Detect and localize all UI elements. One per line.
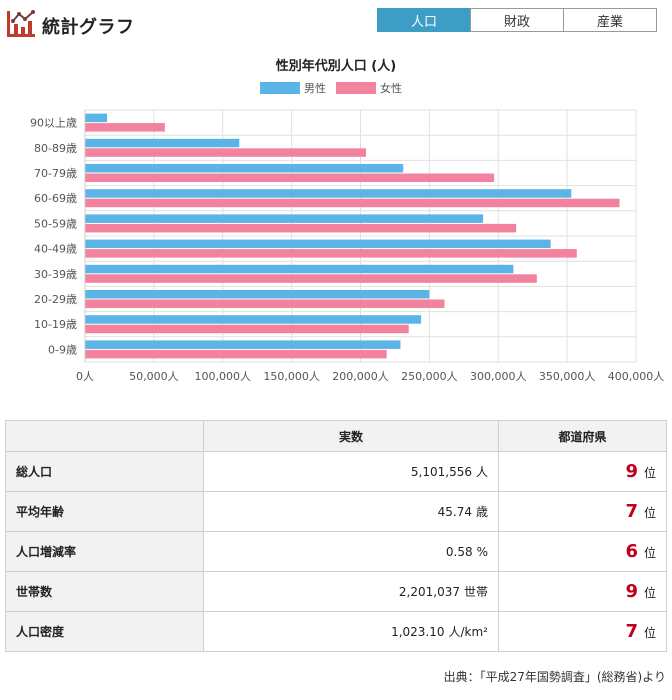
y-tick-label: 10-19歳 (34, 318, 77, 331)
bar-female (85, 173, 495, 182)
stats-row-value-cell: 5,101,556 人 (203, 451, 499, 492)
stats-header-row: 実数 都道府県 (5, 420, 667, 452)
stats-row-unit: 歳 (475, 505, 488, 519)
stats-row-unit: % (476, 544, 488, 559)
chart-logo-icon (7, 10, 35, 37)
stats-row-value: 5,101,556 (410, 465, 472, 479)
stats-row-value-cell: 2,201,037 世帯 (203, 571, 499, 612)
bar-female (85, 299, 445, 308)
source-note: 出典：「平成27年国勢調査」(総務省)より (443, 670, 666, 684)
x-tick-label: 250,000人 (401, 370, 458, 383)
legend-swatch-male (260, 82, 300, 94)
stats-row: 総人口 5,101,556 人 9 位 (5, 451, 667, 492)
x-tick-label: 200,000人 (332, 370, 389, 383)
app-title: 統計グラフ (42, 17, 135, 38)
stats-row-rank: 9 (625, 581, 638, 602)
x-tick-label: 150,000人 (263, 370, 320, 383)
y-tick-label: 30-39歳 (34, 268, 77, 281)
y-tick-label: 70-79歳 (34, 167, 77, 180)
stats-row: 人口密度 1,023.10 人/km² 7 位 (5, 611, 667, 652)
stats-row-value-cell: 0.58% (203, 531, 499, 572)
stats-row: 平均年齢 45.74 歳 7 位 (5, 491, 667, 532)
stats-table: 実数 都道府県 総人口 5,101,556 人 9 位平均年齢 45.74 歳 7 位人口増減率… (5, 420, 667, 652)
y-tick-label: 50-59歳 (34, 217, 77, 230)
stats-row-value: 2,201,037 (398, 585, 460, 599)
stats-row-unit: 人/km² (448, 625, 489, 639)
bar-female (85, 249, 577, 258)
bar-female (85, 324, 409, 334)
y-tick-label: 20-29歳 (34, 293, 77, 306)
stats-row-rank: 6 (625, 541, 638, 562)
tab-bar: 人口 財政 産業 (377, 8, 657, 32)
bar-male (85, 239, 551, 249)
bar-female (85, 223, 517, 233)
stats-row-value: 45.74 (437, 505, 472, 519)
stats-row-rank-unit: 位 (643, 546, 656, 560)
legend-label-female: 女性 (380, 81, 402, 95)
legend-swatch-female (336, 82, 376, 94)
bar-male (85, 290, 430, 299)
y-tick-label: 40-49歳 (34, 243, 77, 256)
stats-header-rank: 都道府県 (498, 420, 667, 452)
x-tick-label: 0人 (76, 370, 94, 383)
stats-row-rank-unit: 位 (643, 586, 656, 600)
bar-male (85, 189, 572, 198)
legend-label-male: 男性 (304, 81, 326, 95)
stats-header-empty (5, 420, 204, 452)
bar-male (85, 315, 422, 324)
stats-row-unit: 人 (475, 465, 488, 479)
stats-row-value: 1,023.10 (391, 625, 445, 639)
stats-row-value-cell: 1,023.10 人/km² (203, 611, 499, 652)
stats-row-value-cell: 45.74 歳 (203, 491, 499, 532)
bar-male (85, 164, 404, 173)
stats-row-rank-unit: 位 (643, 506, 656, 520)
stats-row-value: 0.58 (445, 544, 473, 559)
stats-row: 人口増減率 0.58% 6 位 (5, 531, 667, 572)
stats-row-rank-unit: 位 (643, 466, 656, 480)
bar-female (85, 198, 620, 208)
chart-title: 性別年代別人口 (人) (276, 58, 396, 74)
population-chart: 性別年代別人口 (人) 男性 女性 0人 50,000人 100,000人 150,000人… (0, 48, 672, 393)
stats-row-label: 世帯数 (5, 571, 204, 612)
stats-row-rank: 9 (625, 461, 638, 482)
stats-row-label: 人口増減率 (5, 531, 204, 572)
y-tick-label: 0-9歳 (48, 343, 77, 356)
stats-row-label: 総人口 (5, 451, 204, 492)
bar-female (85, 123, 165, 132)
stats-row: 世帯数 2,201,037 世帯 9 位 (5, 571, 667, 612)
header: 統計グラフ 人口 財政 産業 (0, 0, 672, 44)
y-tick-label: 60-69歳 (34, 192, 77, 205)
stats-row-rank: 7 (625, 621, 638, 642)
chart-svg: 性別年代別人口 (人) 男性 女性 0人 50,000人 100,000人 150,000人… (30, 58, 665, 383)
x-tick-label: 350,000人 (539, 370, 596, 383)
bar-female (85, 274, 537, 283)
y-tick-label: 90以上歳 (30, 117, 77, 130)
stats-row-label: 人口密度 (5, 611, 204, 652)
stats-row-rank: 7 (625, 501, 638, 522)
tab-population[interactable]: 人口 (377, 8, 471, 32)
stats-row-rank-unit: 位 (643, 626, 656, 640)
bar-male (85, 138, 240, 148)
x-tick-label: 300,000人 (470, 370, 527, 383)
bar-male (85, 113, 108, 123)
x-tick-label: 50,000人 (129, 370, 179, 383)
stats-row-unit: 世帯 (463, 585, 488, 599)
stats-header-value: 実数 (203, 420, 499, 452)
bar-male (85, 264, 514, 274)
x-tick-label: 400,000人 (608, 370, 665, 383)
tab-finance[interactable]: 財政 (470, 8, 564, 32)
bar-female (85, 349, 387, 359)
stats-row-label: 平均年齢 (5, 491, 204, 532)
bar-male (85, 214, 484, 223)
tab-industry[interactable]: 産業 (563, 8, 657, 32)
y-tick-label: 80-89歳 (34, 142, 77, 155)
bar-female (85, 148, 367, 157)
x-tick-label: 100,000人 (195, 370, 252, 383)
bar-male (85, 340, 401, 349)
